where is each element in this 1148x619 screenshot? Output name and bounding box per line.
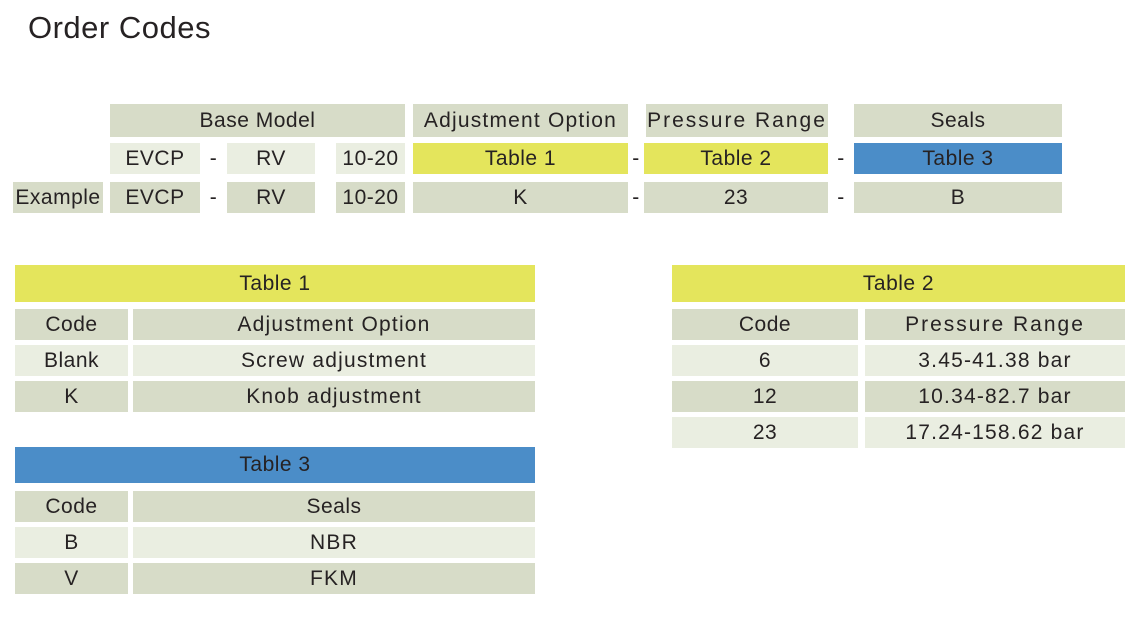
example-base-series: RV [227, 182, 315, 213]
header-seals: Seals [854, 104, 1062, 137]
table-1-row-code: Blank [15, 345, 128, 376]
code-row-dash-3: - [837, 146, 845, 170]
table-1-col-code: Code [15, 309, 128, 340]
code-row-base-prefix: EVCP [110, 143, 200, 174]
table-2-title: Table 2 [672, 265, 1125, 302]
code-row-dash-1: - [209, 146, 218, 170]
table-3-row-value: FKM [133, 563, 535, 594]
table-2-col-pressure: Pressure Range [865, 309, 1125, 340]
table-2-row-value: 17.24-158.62 bar [865, 417, 1125, 448]
header-base-model: Base Model [110, 104, 405, 137]
table-2-row-code: 6 [672, 345, 858, 376]
example-adjustment-option: K [413, 182, 628, 213]
code-row-dash-2: - [632, 146, 640, 170]
header-pressure-range: Pressure Range [646, 104, 828, 137]
example-pressure-range: 23 [644, 182, 828, 213]
example-base-size: 10-20 [336, 182, 405, 213]
example-base-prefix: EVCP [110, 182, 200, 213]
table-2-row-code: 23 [672, 417, 858, 448]
table-1-row-code: K [15, 381, 128, 412]
table-3-row-value: NBR [133, 527, 535, 558]
table-3-title: Table 3 [15, 447, 535, 483]
code-row-base-size: 10-20 [336, 143, 405, 174]
table-2-row-value: 3.45-41.38 bar [865, 345, 1125, 376]
table-2-col-code: Code [672, 309, 858, 340]
header-adjustment-option: Adjustment Option [413, 104, 628, 137]
example-dash-1: - [209, 185, 218, 209]
example-label: Example [13, 182, 103, 213]
example-dash-2: - [632, 185, 640, 209]
example-seals: B [854, 182, 1062, 213]
table-1-row-value: Knob adjustment [133, 381, 535, 412]
table-1-col-option: Adjustment Option [133, 309, 535, 340]
table-3-col-code: Code [15, 491, 128, 522]
page-title: Order Codes [28, 10, 211, 45]
table-3-col-seals: Seals [133, 491, 535, 522]
code-row-table1-ref: Table 1 [413, 143, 628, 174]
code-row-table2-ref: Table 2 [644, 143, 828, 174]
table-3-row-code: B [15, 527, 128, 558]
table-1-title: Table 1 [15, 265, 535, 302]
table-2-row-value: 10.34-82.7 bar [865, 381, 1125, 412]
code-row-table3-ref: Table 3 [854, 143, 1062, 174]
table-2-row-code: 12 [672, 381, 858, 412]
code-row-base-series: RV [227, 143, 315, 174]
table-1-row-value: Screw adjustment [133, 345, 535, 376]
table-3-row-code: V [15, 563, 128, 594]
example-dash-3: - [837, 185, 845, 209]
